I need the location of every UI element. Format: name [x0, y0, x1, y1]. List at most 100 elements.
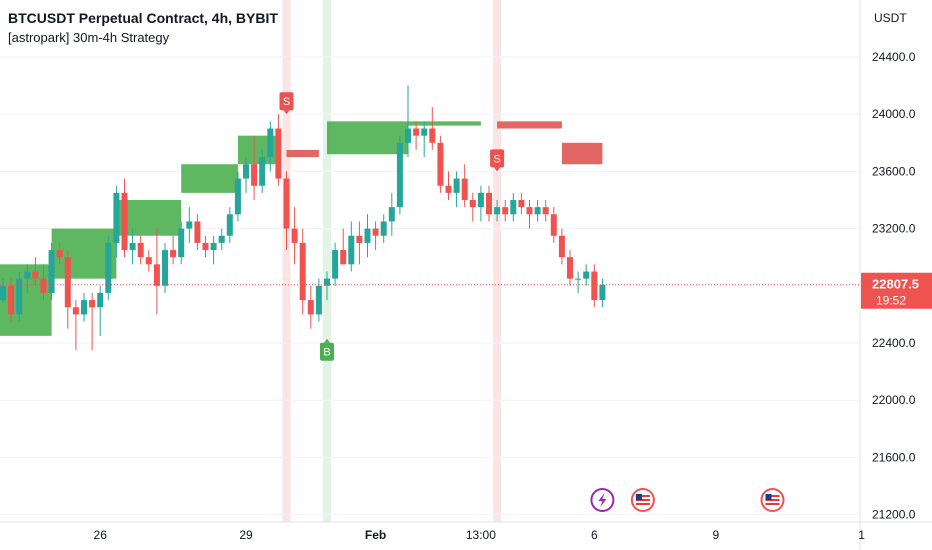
sell-signal-marker[interactable]	[279, 92, 294, 111]
candle-body[interactable]	[364, 228, 371, 243]
candle-body[interactable]	[542, 207, 549, 215]
time-axis-tick-label: 29	[239, 528, 253, 542]
candle-body[interactable]	[575, 278, 582, 280]
candle-body[interactable]	[332, 250, 339, 279]
candle-body[interactable]	[218, 235, 225, 243]
candle-body[interactable]	[299, 242, 306, 301]
candle-body[interactable]	[137, 242, 144, 258]
candle-body[interactable]	[291, 228, 298, 243]
candle-body[interactable]	[267, 128, 274, 158]
candle-body[interactable]	[396, 142, 403, 208]
candle-body[interactable]	[72, 307, 79, 315]
price-axis-tick-label: 21600.0	[872, 450, 916, 464]
candle-body[interactable]	[567, 257, 573, 279]
candle-body[interactable]	[380, 221, 387, 236]
candle-body[interactable]	[170, 250, 177, 258]
candle-body[interactable]	[283, 178, 290, 229]
candle-body[interactable]	[453, 178, 460, 193]
signal-zone-sell	[493, 0, 502, 522]
buy-signal-pointer	[324, 338, 330, 343]
strategy-name[interactable]: [astropark] 30m-4h Strategy	[8, 30, 170, 45]
candle-body[interactable]	[113, 192, 120, 243]
candle-body[interactable]	[348, 235, 355, 265]
us-flag-canton	[765, 494, 772, 500]
candle-body[interactable]	[413, 128, 420, 136]
candle-body[interactable]	[324, 278, 330, 286]
candle-body[interactable]	[534, 207, 541, 215]
candle-body[interactable]	[510, 200, 517, 215]
candle-body[interactable]	[356, 235, 363, 243]
buy-signal-marker[interactable]	[320, 342, 334, 361]
candle-body[interactable]	[372, 228, 379, 236]
candle-body[interactable]	[162, 250, 168, 286]
candle-body[interactable]	[32, 271, 39, 279]
candle-body[interactable]	[194, 221, 201, 243]
us-flag-stripe	[765, 499, 780, 501]
candle-body[interactable]	[64, 257, 71, 308]
candle-body[interactable]	[153, 264, 160, 286]
candle-body[interactable]	[388, 207, 395, 222]
candle-body[interactable]	[145, 257, 152, 265]
price-axis-tick-label: 23600.0	[872, 164, 916, 178]
trend-band-down	[497, 121, 562, 129]
sell-signal-marker[interactable]	[490, 149, 505, 168]
sell-signal-pointer	[283, 110, 290, 115]
candle-body[interactable]	[502, 207, 509, 215]
candle-body[interactable]	[105, 242, 112, 293]
candle-body[interactable]	[437, 142, 444, 186]
candle-body[interactable]	[558, 235, 565, 258]
candle-body[interactable]	[340, 250, 347, 265]
candle-body[interactable]	[97, 292, 104, 308]
candle-body[interactable]	[234, 178, 241, 215]
us-flag-stripe	[765, 503, 780, 505]
price-axis-tick-label: 22400.0	[872, 336, 916, 350]
candle-body[interactable]	[429, 128, 436, 143]
candle-body[interactable]	[469, 200, 476, 208]
candle-body[interactable]	[81, 300, 87, 315]
candle-body[interactable]	[178, 228, 185, 258]
candle-body[interactable]	[421, 128, 428, 136]
signal-zone-sell	[282, 0, 291, 522]
time-axis-tick-label: 13:00	[466, 528, 496, 542]
candle-body[interactable]	[24, 271, 31, 279]
candle-body[interactable]	[461, 178, 468, 200]
candle-body[interactable]	[307, 300, 314, 315]
time-axis-tick-label: 6	[591, 528, 598, 542]
candle-body[interactable]	[518, 200, 525, 208]
candle-body[interactable]	[259, 157, 266, 186]
candle-body[interactable]	[405, 128, 411, 143]
candle-body[interactable]	[56, 250, 63, 258]
symbol-title[interactable]: BTCUSDT Perpetual Contract, 4h, BYBIT	[8, 10, 278, 26]
trend-band-down	[286, 149, 319, 158]
candle-body[interactable]	[210, 242, 217, 251]
candle-body[interactable]	[275, 128, 282, 179]
candle-body[interactable]	[202, 242, 209, 251]
candle-body[interactable]	[0, 285, 6, 301]
candle-body[interactable]	[315, 285, 322, 315]
price-axis-tick-label: 21200.0	[872, 508, 916, 522]
candle-body[interactable]	[48, 250, 55, 293]
candle-body[interactable]	[445, 185, 452, 193]
candle-body[interactable]	[251, 164, 258, 186]
trend-band-up	[408, 121, 481, 126]
candle-body[interactable]	[129, 242, 136, 251]
candle-body[interactable]	[226, 214, 233, 236]
candle-body[interactable]	[89, 300, 96, 308]
last-price-badge	[861, 272, 932, 309]
candle-body[interactable]	[583, 271, 590, 279]
candle-body[interactable]	[494, 207, 501, 215]
candle-body[interactable]	[16, 278, 23, 315]
candle-body[interactable]	[121, 192, 128, 251]
candle-body[interactable]	[8, 285, 15, 315]
candle-body[interactable]	[591, 271, 598, 301]
candle-body[interactable]	[40, 278, 47, 293]
candle-body[interactable]	[599, 284, 606, 301]
candle-body[interactable]	[186, 221, 193, 229]
candle-body[interactable]	[526, 207, 533, 215]
candle-body[interactable]	[550, 214, 557, 236]
candle-body[interactable]	[477, 192, 484, 208]
candle-body[interactable]	[243, 164, 249, 179]
candle-body[interactable]	[486, 192, 492, 215]
